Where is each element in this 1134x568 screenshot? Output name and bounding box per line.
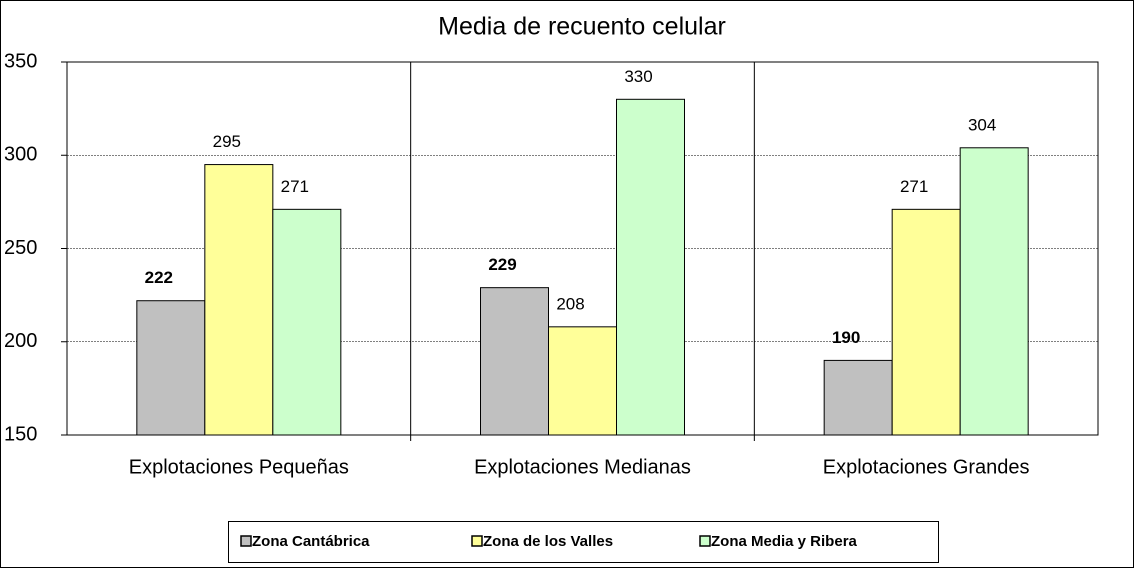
legend-box: [228, 521, 939, 563]
plot-border: [66, 61, 1099, 436]
legend-swatch: [240, 535, 252, 547]
x-tick-label: Explotaciones Medianas: [474, 456, 691, 478]
legend-swatch: [471, 535, 483, 547]
x-tick-label: Explotaciones Pequeñas: [129, 456, 349, 478]
legend-swatch: [699, 535, 711, 547]
chart-title: Media de recuento celular: [438, 13, 726, 41]
legend-label: Zona Media y Ribera: [711, 533, 858, 550]
bar: [272, 208, 342, 436]
value-label: 208: [556, 294, 584, 313]
value-label: 304: [968, 115, 996, 134]
bar: [891, 208, 961, 436]
bar: [616, 98, 685, 436]
value-label: 330: [624, 67, 652, 86]
y-tick-label: 150: [4, 423, 37, 445]
value-label: 229: [488, 255, 516, 274]
y-tick-label: 300: [4, 144, 37, 166]
legend-label: Zona de los Valles: [483, 533, 613, 550]
y-tick-label: 250: [4, 237, 37, 259]
bar: [204, 164, 274, 436]
bar: [136, 300, 206, 436]
value-label: 222: [145, 268, 173, 287]
legend-label: Zona Cantábrica: [252, 533, 370, 550]
x-tick-label: Explotaciones Grandes: [823, 456, 1030, 478]
value-label: 271: [281, 177, 309, 196]
value-label: 271: [900, 177, 928, 196]
y-tick-label: 350: [4, 50, 37, 72]
bar: [548, 326, 617, 436]
value-label: 295: [213, 132, 241, 151]
y-tick-label: 200: [4, 330, 37, 352]
bar: [823, 359, 893, 436]
bar: [480, 287, 549, 436]
bar: [959, 147, 1029, 436]
value-label: 190: [832, 328, 860, 347]
